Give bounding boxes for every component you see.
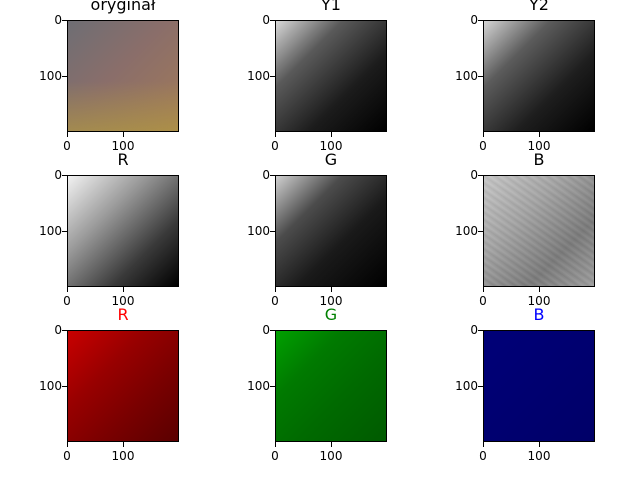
x-tick-label: 0 xyxy=(63,294,71,308)
x-tick-label: 0 xyxy=(479,139,487,153)
y-tick-label: 0 xyxy=(262,13,270,27)
y-tick-label: 100 xyxy=(39,224,62,238)
y-tick-label: 100 xyxy=(39,379,62,393)
x-tick-label: 100 xyxy=(319,294,343,308)
panel-title: B xyxy=(533,150,545,169)
panel-g-gray: G 0 100 0 100 xyxy=(247,151,387,308)
panel-y1: Y1 0 100 0 100 xyxy=(247,0,387,153)
x-tick-label: 0 xyxy=(63,139,71,153)
x-tick-label: 100 xyxy=(527,294,551,308)
y-tick-label: 0 xyxy=(54,13,62,27)
panel-g-tinted: G 0 100 0 100 xyxy=(247,306,387,463)
x-tick-label: 100 xyxy=(111,449,135,463)
y-tick-label: 0 xyxy=(54,168,62,182)
panel-r-gray: R 0 100 0 100 xyxy=(39,151,179,308)
x-tick-label: 100 xyxy=(527,449,551,463)
panel-b-tinted: B 0 100 0 100 xyxy=(455,306,595,463)
b-gray-image xyxy=(483,175,595,287)
x-tick-label: 100 xyxy=(319,449,343,463)
r-tinted-image xyxy=(67,330,179,442)
original-image xyxy=(67,20,179,132)
panel-title: Y1 xyxy=(321,0,341,14)
y-tick-label: 100 xyxy=(247,224,270,238)
panel-title: R xyxy=(117,150,129,169)
x-tick-label: 100 xyxy=(111,139,135,153)
x-tick-label: 0 xyxy=(271,294,279,308)
y-tick-label: 100 xyxy=(455,224,478,238)
y-tick-label: 100 xyxy=(39,69,62,83)
x-tick-label: 100 xyxy=(527,139,551,153)
y-tick-label: 0 xyxy=(262,323,270,337)
y-tick-label: 100 xyxy=(247,379,270,393)
panel-y2: Y2 0 100 0 100 xyxy=(455,0,595,153)
panel-original: oryginał 0 100 0 100 xyxy=(39,0,179,153)
r-gray-image xyxy=(67,175,179,287)
y-tick-label: 100 xyxy=(247,69,270,83)
g-gray-image xyxy=(275,175,387,287)
panel-title: oryginał xyxy=(90,0,156,14)
x-tick-label: 100 xyxy=(111,294,135,308)
x-tick-label: 0 xyxy=(479,449,487,463)
x-tick-label: 0 xyxy=(479,294,487,308)
panel-title: G xyxy=(324,305,338,324)
y-tick-label: 0 xyxy=(470,168,478,182)
y-tick-label: 0 xyxy=(262,168,270,182)
x-tick-label: 0 xyxy=(271,139,279,153)
y-tick-label: 0 xyxy=(470,13,478,27)
panel-title: B xyxy=(533,305,545,324)
y1-image xyxy=(275,20,387,132)
x-tick-label: 0 xyxy=(63,449,71,463)
panel-b-gray: B 0 100 0 100 xyxy=(455,151,595,308)
x-tick-label: 100 xyxy=(319,139,343,153)
x-tick-label: 0 xyxy=(271,449,279,463)
panel-title: G xyxy=(324,150,338,169)
y-tick-label: 100 xyxy=(455,69,478,83)
panel-title: Y2 xyxy=(529,0,549,14)
y-tick-label: 0 xyxy=(54,323,62,337)
panel-r-tinted: R 0 100 0 100 xyxy=(39,306,179,463)
g-tinted-image xyxy=(275,330,387,442)
y-tick-label: 100 xyxy=(455,379,478,393)
y-tick-label: 0 xyxy=(470,323,478,337)
panel-title: R xyxy=(117,305,129,324)
y2-image xyxy=(483,20,595,132)
b-tinted-image xyxy=(483,330,595,442)
